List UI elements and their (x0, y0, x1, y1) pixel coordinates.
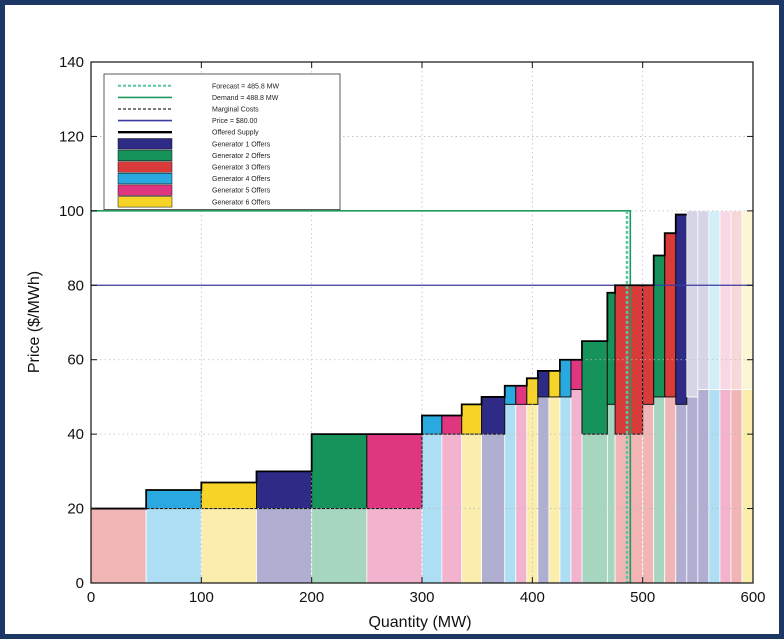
offer-block-gen2 (311, 433, 368, 510)
legend-label-gen6: Generator 6 Offers (212, 199, 271, 206)
offer-block-gen3 (664, 232, 677, 398)
y-tick-label: 20 (67, 501, 84, 518)
y-tick-label: 140 (59, 54, 84, 71)
y-axis-label: Price ($/MWh) (26, 271, 43, 373)
offer-block-gen1 (481, 396, 506, 435)
offer-block-gen1 (675, 214, 688, 405)
faded-offer-gen1 (686, 210, 699, 398)
legend-label-gen5: Generator 5 Offers (212, 188, 271, 195)
cost-block-gen4 (559, 396, 572, 584)
cost-block-gen1 (686, 396, 699, 584)
y-tick-label: 40 (67, 426, 84, 443)
offer-block-gen3 (614, 284, 644, 435)
legend-swatch-gen1 (117, 138, 173, 150)
faded-offer-gen1 (697, 210, 710, 390)
cost-block-gen4 (145, 508, 202, 584)
legend: Forecast = 485.8 MW Demand = 488.8 MW Marg… (103, 73, 341, 211)
y-tick-label: 80 (67, 277, 84, 294)
cost-block-gen5 (570, 389, 583, 584)
cost-block-gen2 (311, 508, 368, 584)
legend-label-gen3: Generator 3 Offers (212, 165, 271, 172)
offer-block-gen4 (421, 415, 443, 435)
legend-label-demand: Demand = 488.8 MW (212, 95, 279, 102)
offered-supply-outline (91, 213, 687, 510)
cost-block-gen6 (548, 396, 561, 584)
legend-label-gen1: Generator 1 Offers (212, 141, 271, 148)
legend-label-gen4: Generator 4 Offers (212, 176, 271, 183)
faded-offer-gen5 (719, 210, 732, 390)
legend-label-supply: Offered Supply (212, 130, 259, 137)
offer-block-gen1 (537, 370, 550, 398)
offer-block-gen6 (200, 482, 257, 510)
legend-label-marginal: Marginal Costs (212, 107, 259, 114)
x-tick-label: 500 (630, 589, 655, 606)
cost-block-gen3 (730, 389, 743, 584)
legend-label-forecast: Forecast = 485.8 MW (212, 83, 280, 90)
offer-block-gen1 (256, 470, 313, 510)
cost-block-gen2 (653, 396, 666, 584)
faded-offer-gen3 (730, 210, 743, 390)
offer-blocks (145, 214, 688, 510)
offer-block-gen4 (504, 385, 517, 405)
x-tick-label: 600 (740, 589, 765, 606)
cost-block-gen6 (200, 508, 257, 584)
cost-block-gen3 (614, 433, 644, 584)
cost-block-gen1 (256, 508, 313, 584)
cost-block-gen3 (664, 396, 677, 584)
x-axis-label: Quantity (MW) (368, 614, 471, 631)
legend-label-gen2: Generator 2 Offers (212, 153, 271, 160)
marginal-cost-blocks (90, 389, 754, 584)
legend-swatch-gen2 (117, 149, 173, 161)
faded-offer-gen6 (741, 210, 754, 390)
x-tick-label: 400 (520, 589, 545, 606)
offer-block-gen3 (642, 284, 655, 405)
offer-block-gen5 (441, 415, 463, 435)
cost-block-gen1 (697, 389, 710, 584)
x-tick-label: 200 (299, 589, 324, 606)
y-tick-label: 60 (67, 352, 84, 369)
x-tick-label: 100 (189, 589, 214, 606)
cost-block-gen2 (581, 433, 608, 584)
offered-supply-line (91, 213, 687, 510)
y-tick-label: 0 (76, 575, 84, 592)
cost-block-gen1 (675, 403, 688, 584)
y-tick-label: 120 (59, 128, 84, 145)
axes: 0 100 200 300 400 500 600 0 20 40 60 80 100 120 140 (59, 54, 766, 606)
legend-label-price: Price = $80.00 (212, 118, 257, 125)
legend-swatch-gen5 (117, 184, 173, 196)
faded-offer-gen4 (708, 210, 721, 390)
legend-swatch-gen6 (117, 196, 173, 208)
cost-block-gen2 (606, 403, 616, 584)
faded-offer-blocks (686, 210, 754, 398)
legend-swatch-gen4 (117, 173, 173, 185)
legend-swatch-gen3 (117, 161, 173, 173)
x-tick-label: 300 (409, 589, 434, 606)
offer-block-gen2 (581, 340, 608, 435)
cost-block-gen3 (90, 508, 147, 584)
cost-block-gen5 (515, 403, 528, 584)
x-tick-label: 0 (87, 589, 95, 606)
offer-block-gen5 (366, 433, 423, 510)
offer-block-gen5 (515, 385, 528, 405)
cost-block-gen5 (366, 508, 423, 584)
y-tick-label: 100 (59, 203, 84, 220)
offer-block-gen2 (653, 255, 666, 398)
offer-block-gen4 (145, 489, 202, 510)
offer-block-gen2 (606, 292, 616, 405)
cost-block-gen4 (504, 403, 517, 584)
offer-block-gen6 (548, 370, 561, 398)
offer-block-gen5 (570, 359, 583, 390)
offer-block-gen4 (559, 359, 572, 398)
cost-block-gen1 (537, 396, 550, 584)
cost-block-gen3 (642, 403, 655, 584)
cost-block-gen5 (719, 389, 732, 584)
cost-block-gen6 (741, 389, 754, 584)
cost-block-gen4 (708, 389, 721, 584)
demand-line (91, 210, 632, 583)
offer-block-gen6 (461, 403, 483, 435)
